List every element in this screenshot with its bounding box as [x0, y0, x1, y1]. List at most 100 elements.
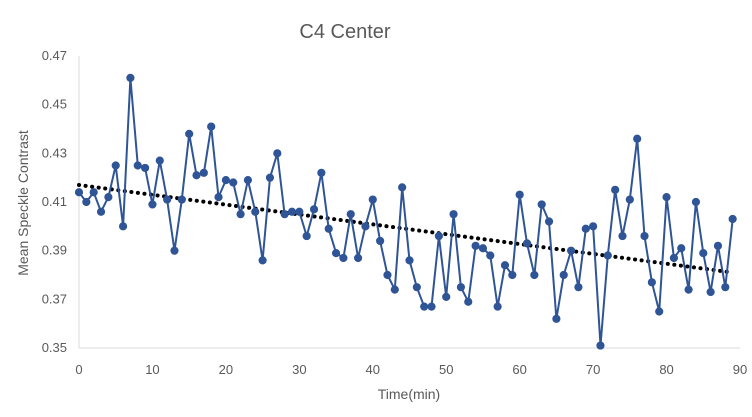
- x-tick-label: 90: [733, 362, 747, 377]
- data-point: [405, 256, 414, 265]
- data-point: [486, 251, 495, 260]
- data-point: [647, 278, 656, 287]
- data-point: [589, 222, 598, 231]
- data-point: [456, 283, 466, 292]
- data-point: [508, 270, 517, 280]
- data-point: [361, 222, 370, 231]
- data-point: [603, 251, 612, 260]
- data-point: [633, 134, 642, 143]
- series-layer: [74, 73, 737, 350]
- data-point: [192, 171, 201, 180]
- x-tick-labels: 0 10 20 30 40 50 60 70 80 90: [75, 362, 747, 377]
- data-point: [383, 270, 392, 280]
- data-point: [133, 161, 142, 170]
- data-point: [89, 188, 98, 197]
- data-point: [515, 190, 524, 199]
- data-point: [368, 195, 377, 204]
- data-point: [427, 302, 436, 311]
- data-point: [677, 244, 686, 253]
- data-point: [287, 207, 297, 216]
- series-line: [78, 76, 734, 347]
- y-tick-label: 0.41: [42, 194, 67, 209]
- data-point: [500, 261, 510, 270]
- data-point: [265, 173, 275, 182]
- data-point: [655, 307, 664, 316]
- x-tick-label: 60: [512, 362, 526, 377]
- chart-title: C4 Center: [299, 21, 390, 43]
- x-tick-label: 0: [75, 362, 82, 377]
- data-point: [141, 163, 150, 173]
- data-point: [721, 283, 730, 292]
- data-point: [662, 193, 671, 202]
- x-tick-label: 30: [292, 362, 306, 377]
- data-point: [398, 183, 407, 192]
- y-tick-label: 0.47: [42, 48, 67, 63]
- data-point: [493, 302, 502, 311]
- data-point: [148, 200, 157, 209]
- x-tick-label: 70: [586, 362, 600, 377]
- data-point: [669, 253, 679, 263]
- data-point: [640, 231, 649, 241]
- data-point: [236, 210, 245, 219]
- data-point: [155, 156, 164, 165]
- data-point: [214, 193, 223, 202]
- data-point: [353, 253, 363, 263]
- data-point: [478, 244, 488, 253]
- y-tick-label: 0.37: [42, 291, 67, 306]
- data-point: [530, 270, 539, 280]
- x-tick-label: 10: [145, 362, 159, 377]
- x-tick-label: 80: [659, 362, 673, 377]
- data-point: [728, 214, 737, 224]
- x-tick-label: 20: [219, 362, 233, 377]
- data-point: [566, 246, 576, 255]
- y-tick-label: 0.39: [42, 243, 67, 258]
- data-point: [331, 249, 341, 258]
- data-point: [280, 210, 289, 219]
- data-point: [449, 210, 458, 219]
- data-point: [295, 207, 304, 216]
- y-tick-label: 0.35: [42, 340, 67, 355]
- data-point: [251, 207, 260, 216]
- data-point: [82, 197, 91, 207]
- data-point: [581, 224, 590, 233]
- data-point: [163, 195, 172, 204]
- data-point: [471, 241, 480, 250]
- data-point: [618, 231, 627, 241]
- data-point: [537, 200, 546, 209]
- data-point: [713, 241, 723, 250]
- x-axis-label: Time(min): [378, 386, 440, 402]
- x-tick-label: 40: [366, 362, 380, 377]
- data-point: [273, 149, 282, 158]
- data-point: [420, 302, 429, 311]
- data-point: [170, 246, 179, 255]
- data-point: [625, 195, 634, 204]
- y-tick-label: 0.45: [42, 97, 67, 112]
- data-point: [434, 231, 443, 241]
- data-point: [229, 178, 238, 187]
- y-tick-label: 0.43: [42, 145, 67, 160]
- data-point: [412, 283, 421, 292]
- data-point: [346, 210, 355, 219]
- data-point: [309, 205, 319, 214]
- data-point: [339, 253, 348, 263]
- data-point: [302, 231, 311, 241]
- data-point: [96, 207, 106, 216]
- data-point: [552, 314, 561, 323]
- data-point: [699, 249, 708, 258]
- data-point: [611, 185, 620, 194]
- data-point: [243, 176, 253, 185]
- data-point: [442, 292, 451, 301]
- data-point: [118, 222, 128, 231]
- data-point: [185, 129, 194, 138]
- data-point: [559, 270, 568, 280]
- data-point: [104, 193, 113, 202]
- data-point: [706, 287, 715, 297]
- data-point: [126, 73, 135, 83]
- data-point: [324, 224, 333, 233]
- y-tick-labels: 0.35 0.37 0.39 0.41 0.43 0.45 0.47: [42, 48, 67, 355]
- data-point: [596, 341, 605, 350]
- data-point: [390, 285, 399, 294]
- data-point: [574, 283, 583, 292]
- data-point: [544, 217, 554, 226]
